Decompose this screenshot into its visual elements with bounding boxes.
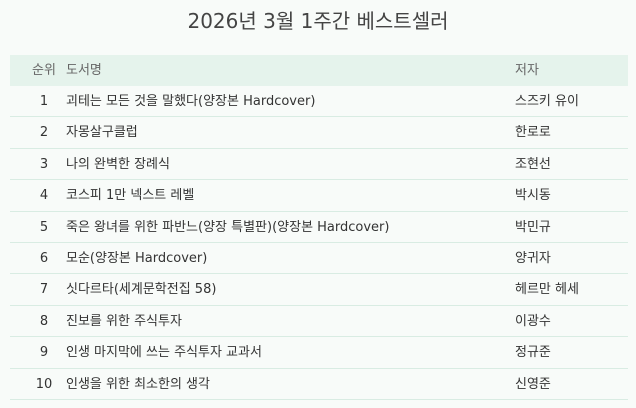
table-row: 7 싯다르타(세계문학전집 58) 헤르만 헤세 (10, 274, 628, 306)
rank: 9 (39, 345, 49, 361)
book-title: 진보를 위한 주식투자 (66, 313, 182, 329)
table-row: 10 인생을 위한 최소한의 생각 신영준 (10, 369, 628, 400)
book-title: 자몽살구클럽 (66, 125, 138, 141)
author: 조현선 (515, 156, 551, 172)
rank: 4 (39, 188, 49, 204)
book-title: 괴테는 모든 것을 말했다(양장본 Hardcover) (66, 94, 316, 109)
rank: 3 (39, 156, 49, 172)
table-row: 9 인생 마지막에 쓰는 주식투자 교과서 정규준 (10, 337, 628, 369)
column-header: 순위 (32, 63, 56, 78)
book-title: 인생 마지막에 쓰는 주식투자 교과서 (66, 345, 262, 361)
table-header: 순위 도서명 저자 (10, 55, 628, 86)
rank: 1 (39, 94, 49, 109)
column-header: 도서명 (66, 63, 102, 78)
page-title: 2026년 3월 1주간 베스트셀러 (187, 9, 449, 33)
rank: 5 (39, 219, 49, 235)
book-title: 싯다르타(세계문학전집 58) (66, 282, 217, 298)
table-row: 6 모순(양장본 Hardcover) 양귀자 (10, 243, 628, 275)
author: 정규준 (515, 345, 551, 361)
author: 이광수 (515, 313, 551, 329)
table-row: 5 죽은 왕녀를 위한 파반느(양장 특별판)(양장본 Hardcover) 박민규 (10, 212, 628, 243)
bestseller-table: 순위 도서명 저자 1 괴테는 모든 것을 말했다(양장본 Hardcover) 스즈키 … (10, 55, 628, 400)
rank: 8 (39, 313, 49, 329)
book-title: 코스피 1만 넥스트 레벨 (66, 188, 195, 204)
table-row: 3 나의 완벽한 장례식 조현선 (10, 149, 628, 181)
book-title: 모순(양장본 Hardcover) (66, 250, 208, 266)
author: 박시동 (515, 188, 551, 204)
column-header: 저자 (515, 63, 539, 78)
table-row: 2 자몽살구클럽 한로로 (10, 117, 628, 149)
book-title: 죽은 왕녀를 위한 파반느(양장 특별판)(양장본 Hardcover) (66, 219, 390, 235)
book-title: 나의 완벽한 장례식 (66, 156, 170, 172)
book-title: 인생을 위한 최소한의 생각 (66, 376, 210, 392)
table-row: 4 코스피 1만 넥스트 레벨 박시동 (10, 180, 628, 212)
author: 스즈키 유이 (515, 94, 579, 109)
table-row: 8 진보를 위한 주식투자 이광수 (10, 306, 628, 338)
author: 양귀자 (515, 250, 551, 266)
table-row: 1 괴테는 모든 것을 말했다(양장본 Hardcover) 스즈키 유이 (10, 86, 628, 118)
rank: 2 (39, 125, 49, 141)
rank: 10 (35, 376, 53, 392)
author: 한로로 (515, 125, 551, 141)
author: 박민규 (515, 219, 551, 235)
author: 헤르만 헤세 (515, 282, 579, 298)
rank: 7 (39, 282, 49, 298)
author: 신영준 (515, 376, 551, 392)
rank: 6 (39, 250, 49, 266)
